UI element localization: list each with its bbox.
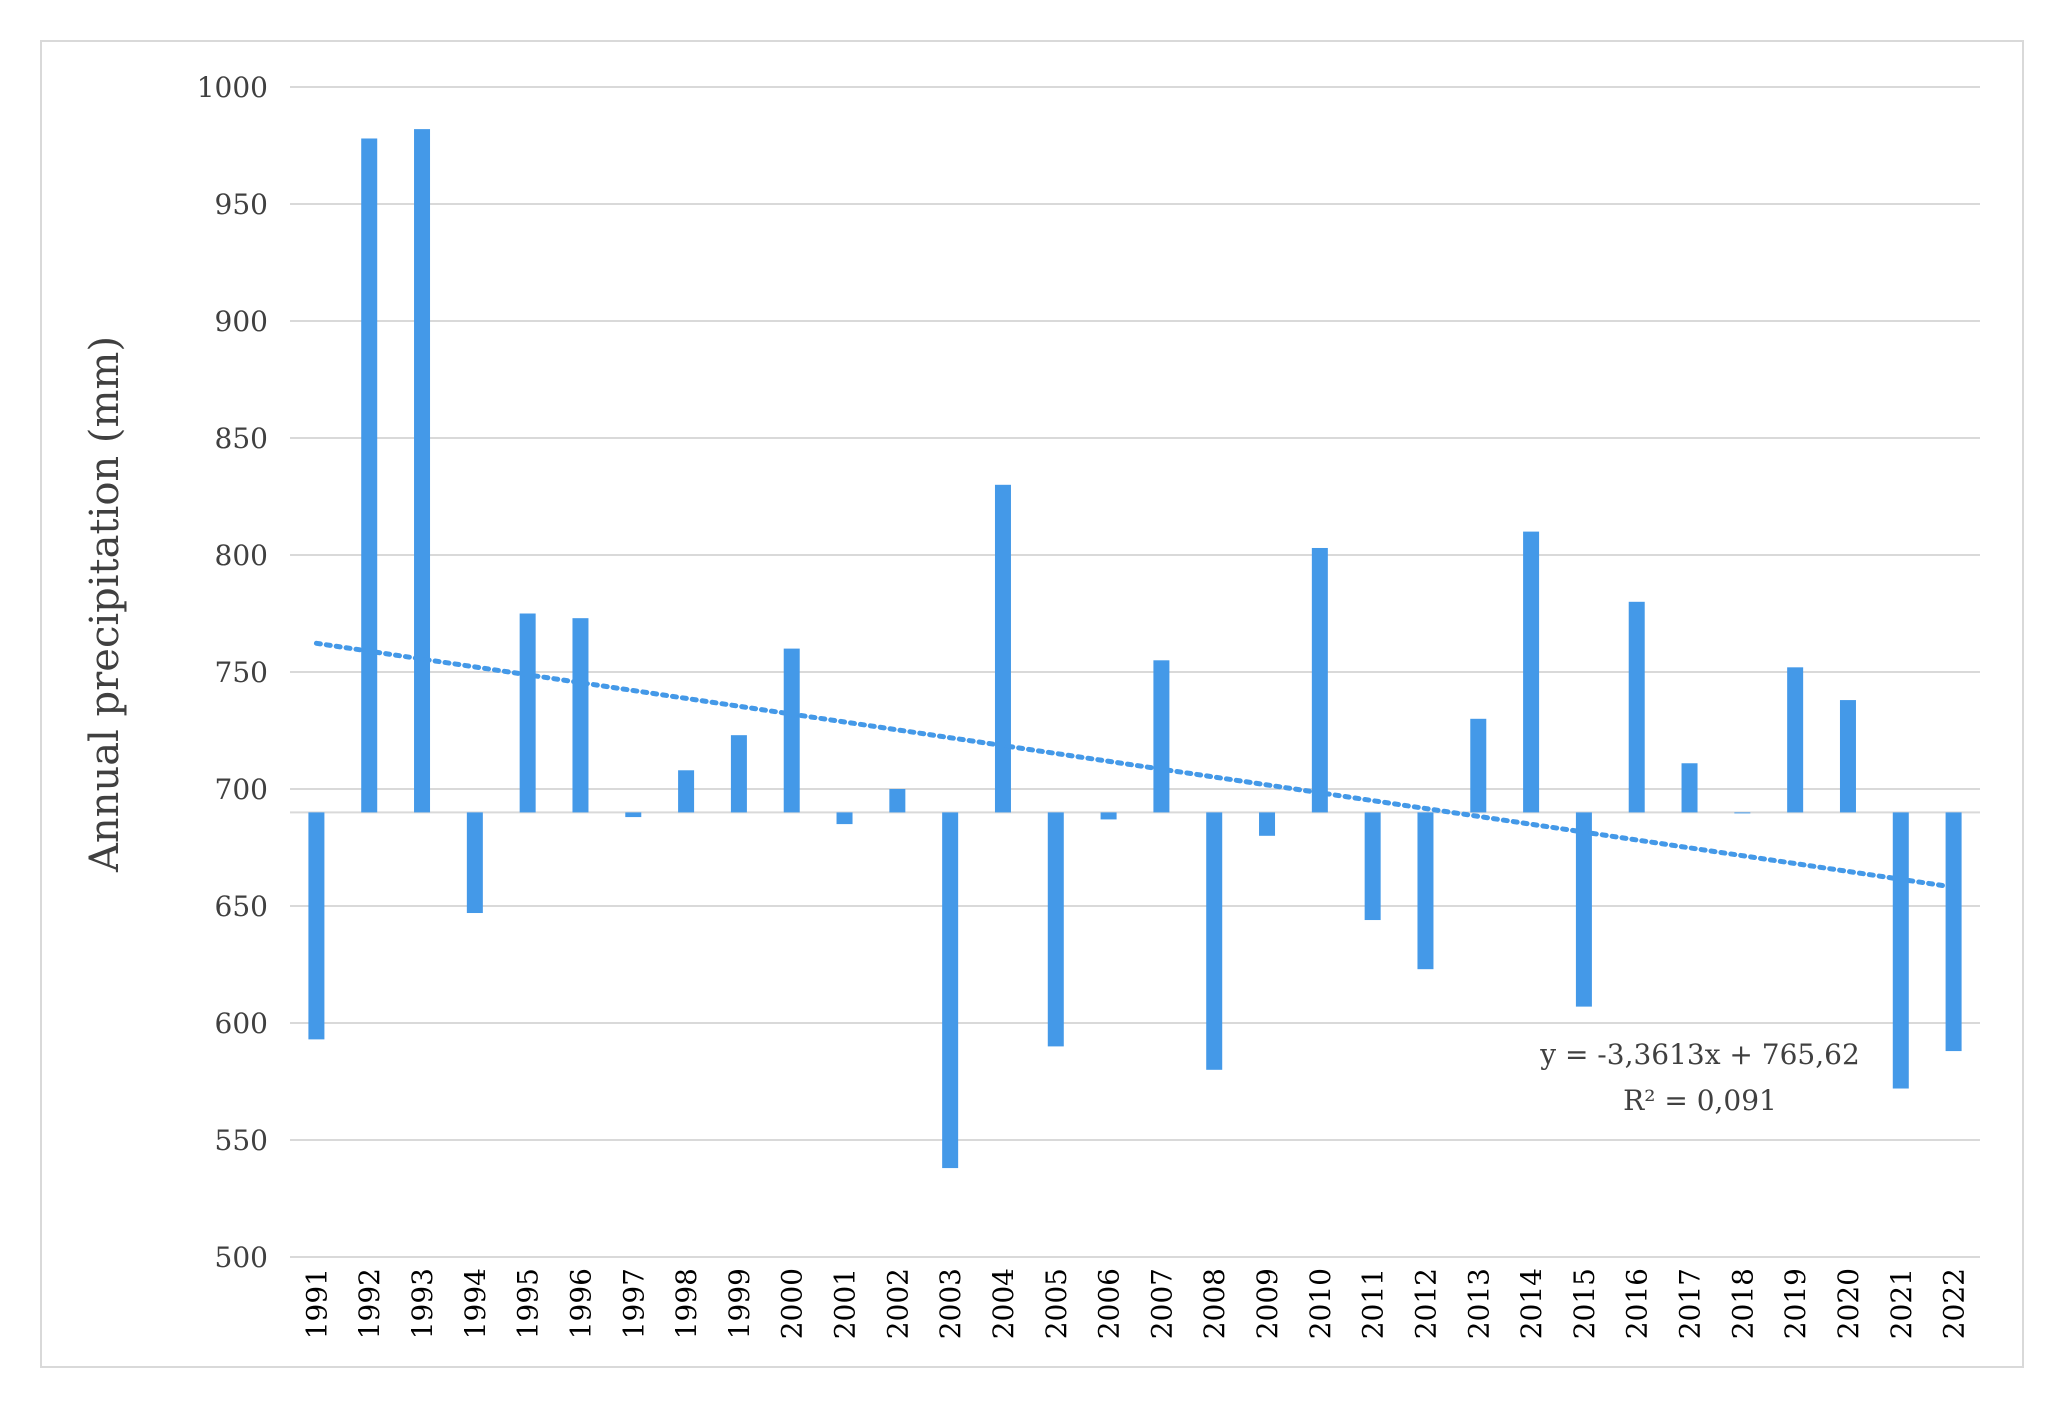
x-tick-label: 1995: [512, 1268, 545, 1339]
bar-2015: [1575, 812, 1592, 1007]
x-tick-label: 2016: [1621, 1268, 1654, 1339]
bar-2017: [1681, 763, 1698, 813]
bar-1999: [730, 735, 747, 813]
x-tick-label: 1997: [617, 1268, 650, 1339]
x-tick-label: 2007: [1145, 1268, 1178, 1339]
bar-2009: [1259, 812, 1276, 836]
trendline: [313, 640, 1957, 890]
x-tick-label: 2015: [1568, 1268, 1601, 1339]
x-tick-label: 2004: [987, 1268, 1020, 1339]
bar-series: [308, 129, 1962, 1169]
bar-2022: [1945, 812, 1962, 1052]
x-tick-label: 2002: [881, 1268, 914, 1339]
x-tick-label: 2013: [1462, 1268, 1495, 1339]
bar-1995: [519, 613, 536, 813]
y-tick-label: 750: [215, 656, 268, 689]
x-tick-label: 2006: [1093, 1268, 1126, 1339]
x-tick-label: 2022: [1938, 1268, 1971, 1339]
y-tick-label: 950: [215, 188, 268, 221]
bar-1991: [308, 812, 325, 1040]
bar-1993: [414, 129, 431, 813]
bar-2003: [942, 812, 959, 1169]
bar-2001: [836, 812, 853, 825]
y-tick-label: 500: [215, 1241, 268, 1274]
bar-2021: [1892, 812, 1909, 1089]
trendline-r2: R² = 0,091: [1623, 1084, 1777, 1117]
bar-2016: [1628, 601, 1645, 813]
x-tick-label: 2017: [1674, 1268, 1707, 1339]
bar-1992: [361, 138, 378, 813]
x-tick-label: 2019: [1779, 1268, 1812, 1339]
x-tick-label: 2008: [1198, 1268, 1231, 1339]
bar-1998: [678, 770, 695, 813]
y-tick-label: 800: [215, 539, 268, 572]
x-tick-label: 2020: [1832, 1268, 1865, 1339]
x-tick-label: 2011: [1357, 1268, 1390, 1339]
bar-2012: [1417, 812, 1434, 970]
x-tick-label: 2018: [1726, 1268, 1759, 1339]
x-tick-label: 1999: [723, 1268, 756, 1339]
y-tick-label: 650: [215, 890, 268, 923]
y-tick-label: 550: [215, 1124, 268, 1157]
x-tick-label: 1992: [353, 1268, 386, 1339]
bar-2004: [994, 484, 1011, 813]
y-tick-label: 700: [215, 773, 268, 806]
x-tick-label: 1998: [670, 1268, 703, 1339]
x-tick-label: 2001: [829, 1268, 862, 1339]
y-tick-label: 1000: [197, 71, 268, 104]
x-tick-label: 2003: [934, 1268, 967, 1339]
bar-2018: [1734, 812, 1751, 814]
y-tick-label: 850: [215, 422, 268, 455]
x-tick-label: 1993: [406, 1268, 439, 1339]
bar-2011: [1364, 812, 1381, 921]
bar-2013: [1470, 718, 1487, 813]
bar-2000: [783, 648, 800, 813]
x-tick-label: 1996: [564, 1268, 597, 1339]
x-tick-label: 1991: [300, 1268, 333, 1339]
bar-2010: [1311, 547, 1328, 813]
bar-2005: [1047, 812, 1064, 1047]
x-tick-label: 2021: [1885, 1268, 1918, 1339]
y-tick-label: 600: [215, 1007, 268, 1040]
bar-1997: [625, 812, 642, 818]
bar-2019: [1787, 667, 1804, 813]
y-tick-label: 900: [215, 305, 268, 338]
x-tick-label: 2010: [1304, 1268, 1337, 1339]
x-tick-label: 2009: [1251, 1268, 1284, 1339]
x-tick-label: 2005: [1040, 1268, 1073, 1339]
bar-2020: [1839, 700, 1856, 813]
x-tick-label: 2012: [1409, 1268, 1442, 1339]
bar-1996: [572, 618, 589, 813]
bar-2002: [889, 789, 906, 813]
x-axis-ticks: 1991 1992 1993 1994 1995 1996 1997 1998 1999 2000…: [300, 1268, 1970, 1339]
y-axis-ticks: 500 550 600 650 700 750 800 850 900 950 1000: [197, 71, 268, 1274]
bar-1994: [466, 812, 483, 914]
x-tick-label: 2000: [776, 1268, 809, 1339]
y-axis-label: Annual precipitation (mm): [82, 336, 128, 873]
bar-2006: [1100, 812, 1117, 820]
bar-2007: [1153, 660, 1170, 813]
bar-2014: [1523, 531, 1540, 813]
x-tick-label: 2014: [1515, 1268, 1548, 1339]
bar-2008: [1206, 812, 1223, 1070]
gridlines: [290, 86, 1980, 1258]
trendline-equation: y = -3,3613x + 765,62: [1539, 1038, 1860, 1071]
x-tick-label: 1994: [459, 1268, 492, 1339]
